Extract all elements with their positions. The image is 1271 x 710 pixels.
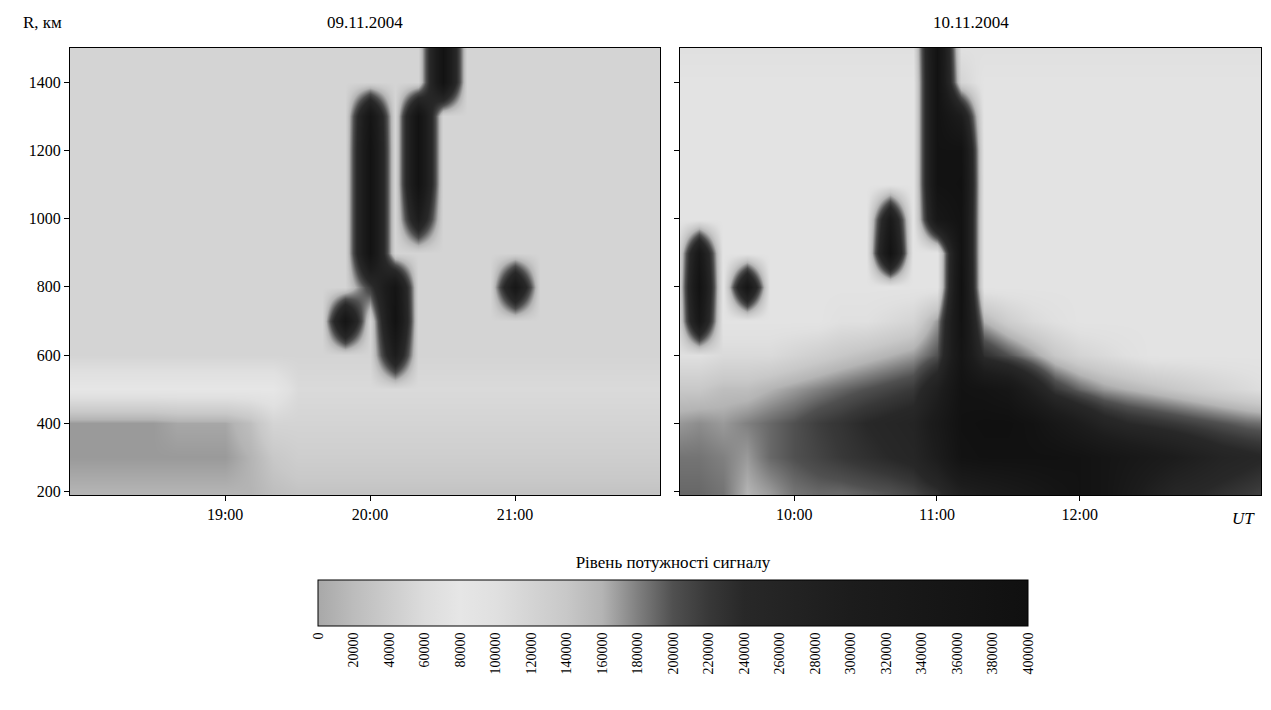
svg-text:60000: 60000 <box>417 633 432 668</box>
svg-text:380000: 380000 <box>985 633 1000 675</box>
svg-text:600: 600 <box>37 347 61 364</box>
svg-text:180000: 180000 <box>630 633 645 675</box>
svg-text:1400: 1400 <box>29 74 61 91</box>
svg-text:11:00: 11:00 <box>919 506 955 523</box>
svg-text:1200: 1200 <box>29 142 61 159</box>
svg-text:R, км: R, км <box>23 13 62 32</box>
svg-text:80000: 80000 <box>453 633 468 668</box>
svg-text:340000: 340000 <box>914 633 929 675</box>
svg-text:800: 800 <box>37 278 61 295</box>
svg-text:260000: 260000 <box>772 633 787 675</box>
svg-text:400: 400 <box>37 415 61 432</box>
svg-text:220000: 220000 <box>701 633 716 675</box>
svg-text:360000: 360000 <box>950 633 965 675</box>
svg-text:0: 0 <box>311 633 326 640</box>
svg-text:Рівень потужності сигналу: Рівень потужності сигналу <box>576 553 771 572</box>
svg-text:10.11.2004: 10.11.2004 <box>933 13 1009 32</box>
svg-text:300000: 300000 <box>843 633 858 675</box>
svg-text:200: 200 <box>37 483 61 500</box>
svg-text:100000: 100000 <box>488 633 503 675</box>
svg-text:20000: 20000 <box>346 633 361 668</box>
svg-text:320000: 320000 <box>879 633 894 675</box>
svg-text:400000: 400000 <box>1021 633 1036 675</box>
svg-text:UT: UT <box>1232 509 1255 528</box>
svg-text:12:00: 12:00 <box>1061 506 1097 523</box>
svg-text:140000: 140000 <box>559 633 574 675</box>
svg-text:1000: 1000 <box>29 210 61 227</box>
svg-text:21:00: 21:00 <box>497 506 533 523</box>
svg-text:10:00: 10:00 <box>776 506 812 523</box>
svg-text:09.11.2004: 09.11.2004 <box>327 13 403 32</box>
svg-text:20:00: 20:00 <box>352 506 388 523</box>
svg-text:200000: 200000 <box>666 633 681 675</box>
svg-text:19:00: 19:00 <box>207 506 243 523</box>
svg-text:160000: 160000 <box>595 633 610 675</box>
svg-text:240000: 240000 <box>737 633 752 675</box>
svg-text:280000: 280000 <box>808 633 823 675</box>
svg-text:40000: 40000 <box>382 633 397 668</box>
svg-text:120000: 120000 <box>524 633 539 675</box>
